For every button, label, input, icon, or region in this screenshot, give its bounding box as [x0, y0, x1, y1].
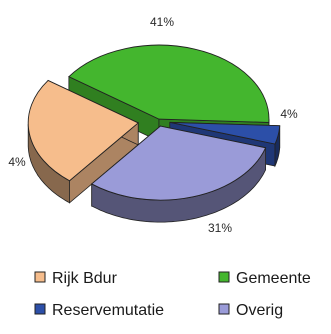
legend-label-gemeente: Gemeente [236, 270, 311, 287]
pie-slices [27, 44, 281, 223]
pie-labels: 41% 4% 31% 4% [8, 15, 298, 235]
legend-item-gemeente: Gemeente [218, 270, 311, 287]
legend-swatch-gemeente [218, 271, 230, 283]
legend: Rijk Bdur Gemeente Reservemutatie Overig [34, 270, 311, 319]
slice-rijk-bdur [27, 79, 140, 204]
pct-label-rijk-bdur: 4% [8, 155, 26, 169]
slice-top-rijk-bdur [27, 79, 140, 182]
legend-item-rijk-bdur: Rijk Bdur [34, 270, 118, 287]
slice-top-overig [90, 125, 267, 201]
legend-label-rijk-bdur: Rijk Bdur [52, 270, 118, 287]
legend-item-reservemutatie: Reservemutatie [34, 302, 164, 319]
legend-label-reservemutatie: Reservemutatie [52, 302, 164, 319]
legend-swatch-reservemutatie [34, 303, 46, 315]
slice-overig [90, 125, 267, 223]
pct-label-gemeente: 41% [150, 15, 174, 29]
slice-top-reservemutatie [169, 121, 281, 145]
slice-top-gemeente [68, 44, 270, 123]
legend-label-overig: Overig [236, 302, 283, 319]
legend-swatch-rijk-bdur [34, 271, 46, 283]
pct-label-overig: 31% [208, 221, 232, 235]
pct-label-reservemutatie: 4% [280, 107, 298, 121]
legend-swatch-overig [218, 303, 230, 315]
legend-item-overig: Overig [218, 302, 283, 319]
